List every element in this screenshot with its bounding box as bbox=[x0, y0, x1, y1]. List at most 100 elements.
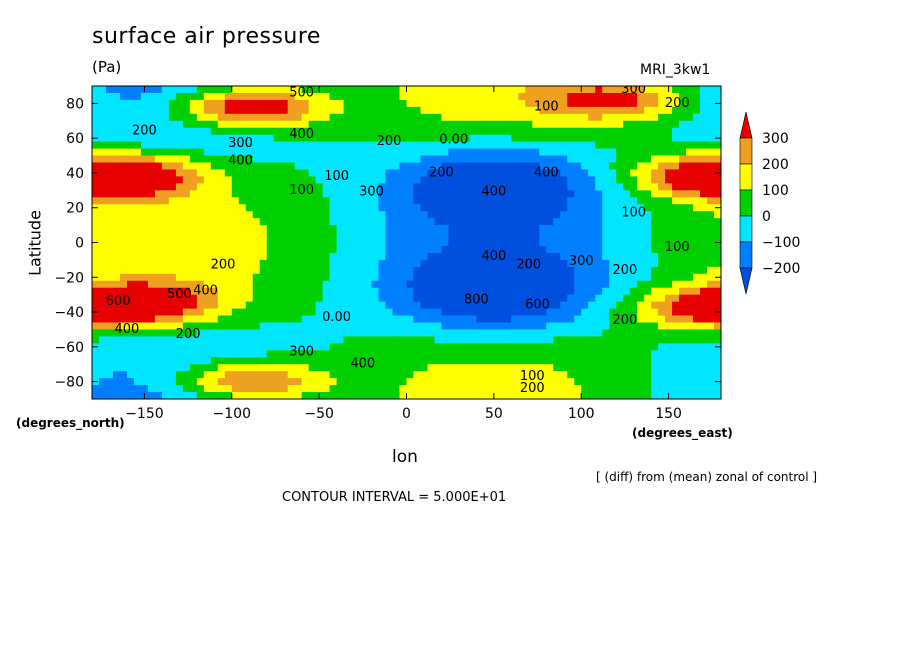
field-cell bbox=[350, 232, 359, 240]
field-cell bbox=[532, 350, 540, 358]
field-cell bbox=[301, 343, 310, 351]
field-cell bbox=[490, 92, 498, 101]
field-cell bbox=[357, 92, 366, 101]
field-cell bbox=[525, 190, 533, 198]
field-cell bbox=[399, 99, 408, 108]
field-cell bbox=[413, 259, 422, 268]
field-cell bbox=[287, 155, 296, 164]
field-cell bbox=[357, 204, 366, 212]
field-cell bbox=[420, 99, 429, 108]
field-cell bbox=[665, 308, 673, 317]
field-cell bbox=[476, 106, 484, 115]
field-cell bbox=[497, 245, 505, 254]
field-cell bbox=[560, 211, 568, 219]
field-cell bbox=[168, 148, 177, 157]
field-cell bbox=[623, 197, 631, 205]
field-cell bbox=[553, 357, 561, 365]
field-cell bbox=[532, 225, 540, 233]
field-cell bbox=[126, 357, 135, 365]
field-cell bbox=[322, 197, 331, 205]
field-cell bbox=[238, 148, 247, 157]
field-cell bbox=[196, 99, 205, 108]
field-cell bbox=[252, 176, 261, 184]
field-cell bbox=[266, 218, 275, 226]
field-cell bbox=[308, 169, 317, 178]
field-cell bbox=[525, 322, 533, 331]
field-cell bbox=[126, 218, 135, 226]
field-cell bbox=[420, 239, 429, 247]
field-cell bbox=[259, 378, 268, 386]
field-cell bbox=[588, 176, 596, 184]
field-cell bbox=[252, 141, 261, 150]
field-cell bbox=[350, 273, 359, 282]
field-cell bbox=[147, 86, 156, 94]
field-cell bbox=[385, 148, 394, 157]
field-cell bbox=[301, 204, 310, 212]
field-cell bbox=[532, 120, 540, 129]
field-cell bbox=[343, 259, 352, 268]
field-cell bbox=[378, 162, 387, 171]
field-cell bbox=[378, 232, 387, 240]
field-cell bbox=[707, 204, 715, 212]
field-cell bbox=[294, 141, 303, 150]
field-cell bbox=[399, 301, 408, 310]
field-cell bbox=[203, 308, 212, 317]
field-cell bbox=[371, 190, 380, 198]
field-cell bbox=[329, 92, 338, 101]
field-cell bbox=[609, 218, 617, 226]
field-cell bbox=[350, 315, 359, 324]
field-cell bbox=[175, 294, 184, 303]
field-cell bbox=[623, 350, 631, 358]
field-cell bbox=[322, 106, 331, 115]
field-cell bbox=[560, 336, 568, 344]
field-cell bbox=[707, 378, 715, 386]
field-cell bbox=[623, 301, 631, 310]
field-cell bbox=[707, 392, 715, 399]
field-cell bbox=[357, 211, 366, 219]
field-cell bbox=[385, 113, 394, 122]
field-cell bbox=[238, 385, 247, 393]
field-cell bbox=[497, 197, 505, 205]
field-cell bbox=[700, 266, 708, 275]
field-cell bbox=[420, 183, 429, 191]
field-cell bbox=[574, 99, 582, 108]
field-cell bbox=[175, 392, 184, 399]
field-cell bbox=[224, 259, 233, 268]
field-cell bbox=[133, 127, 142, 136]
field-cell bbox=[182, 259, 191, 268]
field-cell bbox=[350, 371, 359, 379]
field-cell bbox=[357, 176, 366, 184]
field-cell bbox=[546, 343, 554, 351]
field-cell bbox=[399, 259, 408, 268]
field-cell bbox=[469, 239, 477, 247]
field-cell bbox=[364, 162, 373, 171]
contour-label: 200 bbox=[612, 263, 637, 278]
field-cell bbox=[455, 113, 464, 122]
field-cell bbox=[385, 169, 394, 178]
field-cell bbox=[434, 280, 443, 289]
field-cell bbox=[399, 162, 408, 171]
field-cell bbox=[301, 162, 310, 171]
field-cell bbox=[92, 225, 100, 233]
field-cell bbox=[287, 99, 296, 108]
field-cell bbox=[637, 343, 645, 351]
field-cell bbox=[336, 371, 345, 379]
field-cell bbox=[385, 280, 394, 289]
field-cell bbox=[364, 113, 373, 122]
field-cell bbox=[98, 385, 107, 393]
field-cell bbox=[182, 225, 191, 233]
field-cell bbox=[630, 280, 638, 289]
field-cell bbox=[651, 86, 659, 94]
field-cell bbox=[490, 239, 498, 247]
field-cell bbox=[147, 120, 156, 129]
field-cell bbox=[434, 357, 443, 365]
field-cell bbox=[665, 259, 673, 268]
field-cell bbox=[651, 120, 659, 129]
field-cell bbox=[630, 329, 638, 337]
field-cell bbox=[490, 155, 498, 164]
field-cell bbox=[679, 92, 687, 101]
field-cell bbox=[609, 357, 617, 365]
field-cell bbox=[616, 301, 624, 310]
field-cell bbox=[385, 266, 394, 275]
field-cell bbox=[497, 169, 505, 178]
